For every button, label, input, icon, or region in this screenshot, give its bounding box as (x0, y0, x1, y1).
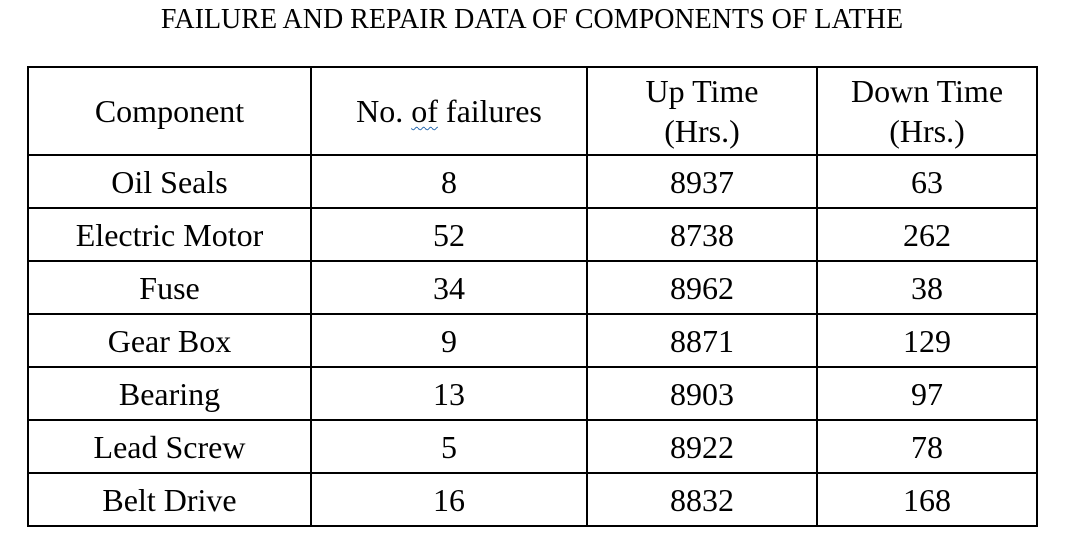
table-row: Oil Seals 8 8937 63 (27, 154, 1038, 209)
cell-component: Electric Motor (27, 207, 312, 262)
cell-failures: 9 (310, 313, 588, 368)
down-time-header-line1: Down Time (850, 73, 1004, 109)
down-time-header-line2: (Hrs.) (889, 113, 965, 149)
table-row: Fuse 34 8962 38 (27, 260, 1038, 315)
cell-component: Belt Drive (27, 472, 312, 527)
table-row: Belt Drive 16 8832 168 (27, 472, 1038, 527)
cell-down-time: 129 (816, 313, 1038, 368)
column-header-down-time: Down Time (Hrs.) (816, 66, 1038, 156)
table-row: Lead Screw 5 8922 78 (27, 419, 1038, 474)
failures-header-prefix: No. (356, 93, 412, 129)
cell-failures: 13 (310, 366, 588, 421)
cell-down-time: 78 (816, 419, 1038, 474)
cell-component: Fuse (27, 260, 312, 315)
cell-component: Lead Screw (27, 419, 312, 474)
column-header-failures: No. of failures (310, 66, 588, 156)
table-row: Gear Box 9 8871 129 (27, 313, 1038, 368)
cell-down-time: 262 (816, 207, 1038, 262)
cell-up-time: 8832 (586, 472, 818, 527)
cell-up-time: 8922 (586, 419, 818, 474)
cell-component: Oil Seals (27, 154, 312, 209)
spellcheck-underlined-word: of (411, 93, 438, 129)
cell-up-time: 8962 (586, 260, 818, 315)
column-header-up-time: Up Time (Hrs.) (586, 66, 818, 156)
cell-up-time: 8871 (586, 313, 818, 368)
up-time-header-line2: (Hrs.) (664, 113, 740, 149)
up-time-header-line1: Up Time (645, 73, 759, 109)
table-header-row: Component No. of failures Up Time (Hrs.)… (27, 66, 1038, 156)
cell-down-time: 168 (816, 472, 1038, 527)
document-title: FAILURE AND REPAIR DATA OF COMPONENTS OF… (160, 4, 904, 35)
cell-component: Gear Box (27, 313, 312, 368)
cell-failures: 8 (310, 154, 588, 209)
table-row: Bearing 13 8903 97 (27, 366, 1038, 421)
cell-up-time: 8903 (586, 366, 818, 421)
cell-down-time: 97 (816, 366, 1038, 421)
cell-failures: 5 (310, 419, 588, 474)
cell-component: Bearing (27, 366, 312, 421)
cell-up-time: 8738 (586, 207, 818, 262)
column-header-component: Component (27, 66, 312, 156)
failure-repair-table: Component No. of failures Up Time (Hrs.)… (27, 66, 1038, 527)
cell-failures: 52 (310, 207, 588, 262)
cell-down-time: 38 (816, 260, 1038, 315)
cell-failures: 16 (310, 472, 588, 527)
failures-header-suffix: failures (437, 93, 542, 129)
cell-down-time: 63 (816, 154, 1038, 209)
cell-failures: 34 (310, 260, 588, 315)
table-row: Electric Motor 52 8738 262 (27, 207, 1038, 262)
cell-up-time: 8937 (586, 154, 818, 209)
